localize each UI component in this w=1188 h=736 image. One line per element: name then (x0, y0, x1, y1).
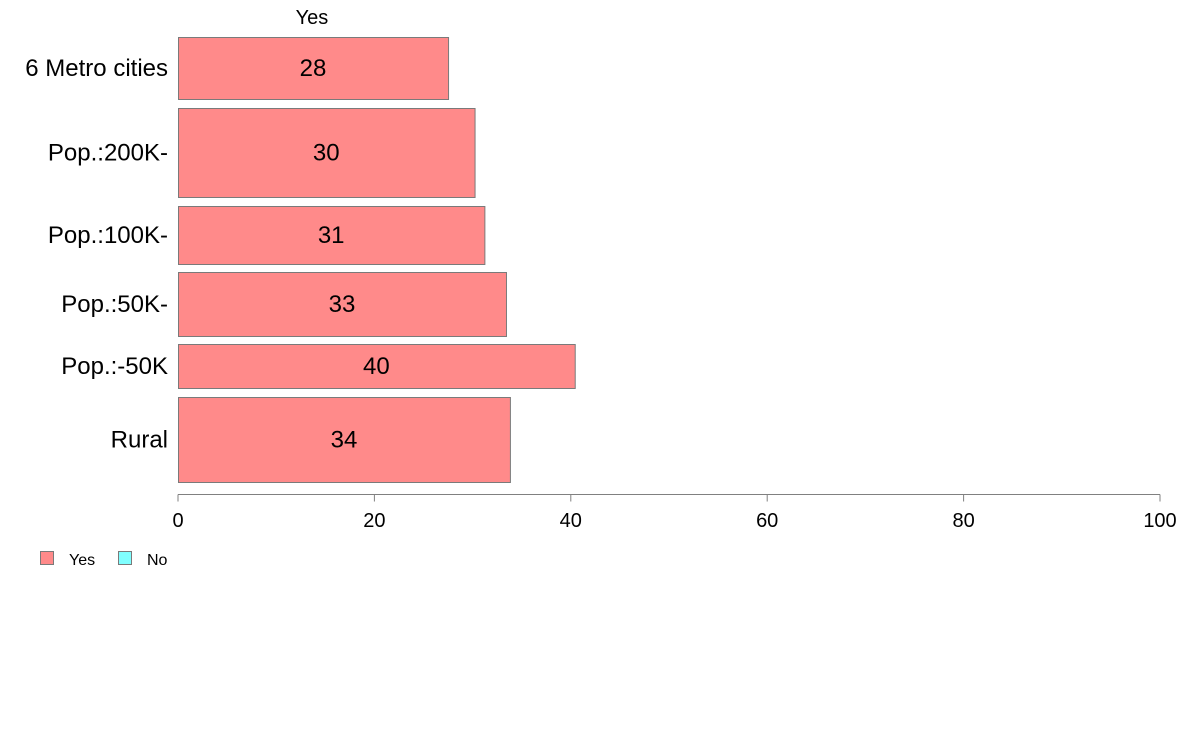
bar-4 (178, 272, 507, 337)
category-label: Pop.:-50K (61, 353, 168, 380)
x-tick-label: 100 (1143, 510, 1176, 532)
bar-2 (178, 108, 476, 198)
x-tick-label: 60 (756, 510, 778, 532)
bar-value-label: 28 (300, 55, 327, 82)
legend-label-no: No (147, 552, 168, 569)
bar-5 (178, 344, 576, 389)
bar-1 (178, 37, 450, 100)
x-tick-label: 40 (560, 510, 582, 532)
bar-value-label: 33 (329, 291, 356, 318)
bar-value-label: 30 (313, 140, 340, 167)
category-label: Rural (111, 427, 168, 454)
legend-label-yes: Yes (69, 552, 95, 569)
category-label: Pop.:200K- (48, 140, 168, 167)
x-axis: 0 20 40 60 80 100 (172, 494, 1177, 532)
x-tick-label: 0 (172, 510, 183, 532)
category-label: Pop.:100K- (48, 222, 168, 249)
bars-group: 28 30 31 33 40 34 (178, 37, 576, 483)
legend-swatch-no (118, 551, 132, 565)
bar-6 (178, 397, 511, 483)
category-label: 6 Metro cities (25, 55, 168, 82)
category-labels: 6 Metro cities Pop.:200K- Pop.:100K- Pop.:5… (25, 55, 168, 454)
bar-3 (178, 206, 486, 265)
bar-value-label: 31 (318, 222, 345, 249)
bar-value-label: 40 (363, 353, 390, 380)
bar-value-label: 34 (331, 427, 358, 454)
x-tick-label: 20 (363, 510, 385, 532)
legend: Yes No (40, 551, 168, 569)
category-label: Pop.:50K- (61, 291, 168, 318)
series-title: Yes (296, 7, 329, 29)
legend-swatch-yes (40, 551, 54, 565)
x-tick-label: 80 (952, 510, 974, 532)
